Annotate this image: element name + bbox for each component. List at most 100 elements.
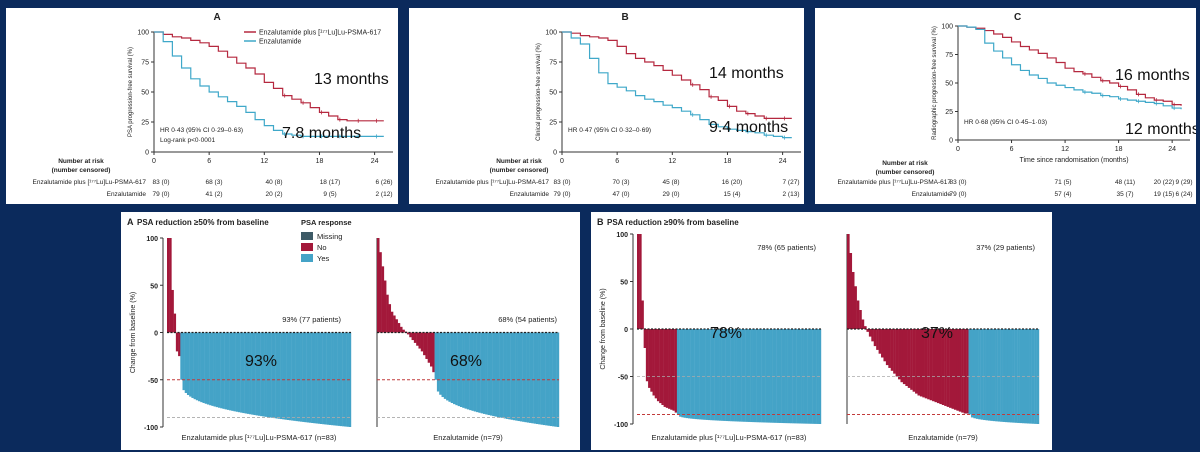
bar-no-response [941, 329, 945, 405]
bar-response [785, 329, 788, 424]
bar-response [328, 332, 332, 425]
risk-value: 6 (24) [1176, 191, 1193, 198]
arm-label: Enzalutamide (n=79) [908, 433, 978, 442]
bar-response [193, 332, 197, 400]
x-tick-label: 24 [1168, 146, 1176, 153]
bar-no-response [641, 300, 644, 329]
bar-no-response [425, 332, 428, 359]
risk-value: 71 (5) [1055, 179, 1072, 186]
bar-response [512, 332, 516, 421]
bar-response [985, 329, 989, 421]
bar-response [756, 329, 760, 423]
x-tick-label: 18 [724, 158, 732, 165]
bar-response [297, 332, 301, 422]
bar-response [455, 332, 458, 406]
bar-response [522, 332, 525, 422]
y-tick-label: 100 [137, 30, 149, 37]
bar-no-response [871, 329, 874, 342]
bar-response [545, 332, 548, 426]
y-tick-label: 100 [616, 232, 628, 239]
bar-response [231, 332, 234, 411]
bar-response [714, 329, 718, 421]
hr-statistic: HR 0·68 (95% CI 0·45–1·03) [964, 119, 1047, 126]
bar-response [770, 329, 773, 423]
bar-response [1034, 329, 1037, 424]
bar-response [519, 332, 523, 422]
bar-response [529, 332, 532, 423]
bar-response [549, 332, 553, 427]
bar-no-response [643, 329, 647, 348]
bar-response [482, 332, 486, 414]
bar-no-response [672, 329, 675, 411]
y-axis-label: Clinical progression-free survival (%) [536, 43, 542, 141]
bar-response [510, 332, 514, 420]
y-tick-label: 0 [145, 150, 149, 157]
bar-no-response [939, 329, 942, 405]
risk-value: 48 (11) [1115, 179, 1135, 186]
km-chart-c: C 0 25 50 75 100 0 6 12 18 24 Radiographic progress… [838, 12, 1196, 198]
bar-response [277, 332, 281, 419]
panel-label: B [597, 217, 604, 227]
bar-no-response [953, 329, 957, 410]
risk-value: 83 (0) [153, 179, 170, 186]
risk-value: 7 (27) [783, 179, 800, 186]
bar-response [789, 329, 793, 424]
bar-response [679, 329, 682, 417]
bar-response [738, 329, 742, 422]
risk-value: 15 (4) [724, 191, 741, 198]
bar-response [778, 329, 782, 423]
risk-value: 9 (5) [323, 191, 336, 198]
bar-response [306, 332, 310, 423]
bar-no-response [674, 329, 678, 413]
bar-response [459, 332, 463, 408]
bar-no-response [654, 329, 658, 399]
y-tick-label: 0 [154, 331, 158, 338]
bar-no-response [934, 329, 938, 403]
panel-label: A [214, 12, 221, 23]
bar-no-response [400, 326, 403, 333]
bar-response [317, 332, 321, 424]
waterfall-panel-b: B PSA reduction ≥90% from baseline 100 50 0 -… [591, 212, 1052, 450]
bar-no-response [397, 323, 401, 333]
bar-no-response [854, 286, 857, 329]
x-tick-label: 24 [371, 158, 379, 165]
bar-response [524, 332, 527, 423]
x-axis-label: Time since randomisation (months) [1019, 157, 1128, 164]
bar-response [745, 329, 749, 422]
response-summary: 93% (77 patients) [282, 315, 341, 324]
bar-no-response [411, 332, 415, 341]
bar-response [540, 332, 544, 425]
y-tick-label: 75 [945, 52, 953, 59]
bar-response [462, 332, 465, 408]
bar-response [798, 329, 802, 424]
bar-no-response [377, 238, 380, 333]
bar-response [681, 329, 684, 418]
risk-table-title: (number censored) [876, 169, 935, 176]
bar-response [533, 332, 537, 424]
y-tick-label: 50 [150, 283, 158, 290]
bar-response [291, 332, 294, 421]
risk-value: 9 (29) [1176, 179, 1193, 186]
risk-value: 2 (13) [783, 191, 800, 198]
bar-response [1007, 329, 1011, 423]
bar-response [478, 332, 481, 413]
bar-no-response [912, 329, 916, 392]
bar-response [322, 332, 325, 425]
x-tick-label: 24 [779, 158, 787, 165]
km-chart-b: B 0 25 50 75 100 0 6 12 18 24 Clinical progression-… [436, 12, 801, 198]
bar-no-response [890, 329, 894, 371]
bar-response [736, 329, 740, 422]
bar-response [758, 329, 762, 423]
y-tick-label: 100 [545, 30, 557, 37]
bar-no-response [924, 329, 928, 399]
bar-response [506, 332, 509, 419]
bar-response [1004, 329, 1008, 423]
risk-value: 45 (8) [663, 179, 680, 186]
risk-table-title: (number censored) [490, 167, 549, 174]
bar-response [721, 329, 724, 421]
bar-response [732, 329, 735, 422]
bar-response [443, 332, 447, 399]
bar-no-response [876, 329, 879, 350]
bar-response [217, 332, 221, 408]
bar-response [517, 332, 521, 422]
